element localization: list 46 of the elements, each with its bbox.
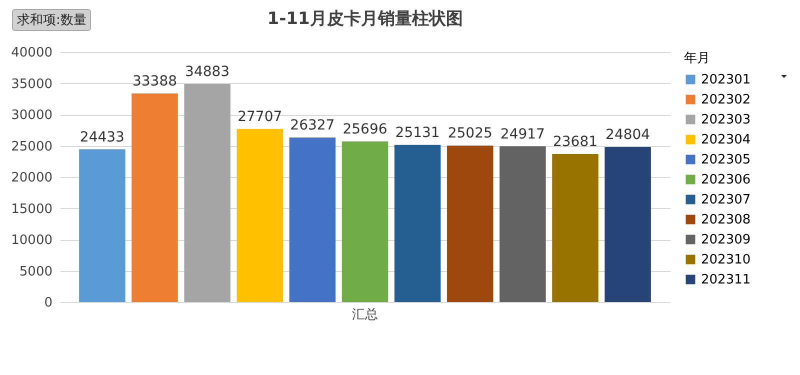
legend-label: 202303 [701, 112, 751, 128]
data-label: 25025 [448, 126, 492, 142]
legend-label: 202309 [701, 232, 751, 248]
bar [184, 84, 230, 302]
bar [236, 128, 284, 302]
legend-label: 202304 [701, 132, 751, 148]
legend-label: 202311 [701, 272, 751, 288]
data-label: 24804 [606, 126, 650, 143]
bar [289, 137, 336, 302]
legend-label: 202306 [701, 172, 751, 188]
legend-label: 202301 [701, 72, 751, 88]
y-tick-label: 10000 [11, 233, 52, 248]
data-label: 25131 [395, 124, 440, 141]
legend-title: 年月 [684, 51, 710, 66]
data-label: 23681 [552, 134, 598, 150]
data-label: 24917 [500, 126, 545, 142]
bar [132, 93, 178, 302]
data-label: 24433 [80, 129, 124, 146]
data-label: 33388 [132, 73, 178, 90]
legend-label: 202310 [701, 252, 751, 268]
data-label: 26327 [290, 117, 335, 134]
legend-label: 202305 [701, 152, 751, 168]
bar [342, 141, 388, 302]
bar [500, 146, 546, 302]
bar [604, 146, 651, 302]
y-tick-label: 5000 [19, 264, 52, 280]
data-label: 34883 [185, 64, 230, 80]
legend-label: 202302 [701, 92, 751, 108]
x-tick-label: 汇总 [352, 308, 378, 322]
bar [79, 149, 126, 302]
data-label: 25696 [342, 121, 388, 138]
y-tick-label: 25000 [11, 139, 52, 154]
y-tick-label: 40000 [11, 46, 52, 60]
legend-label: 202307 [701, 192, 751, 208]
bar [394, 144, 441, 302]
y-tick-label: 20000 [11, 170, 52, 186]
y-axis-title: 求和项:数量 [12, 9, 92, 31]
y-tick-label: 15000 [11, 202, 52, 217]
y-tick-label: 30000 [11, 108, 52, 123]
y-tick-label: 0 [44, 296, 52, 310]
chart-title: 1-11月皮卡月销量柱状图 [267, 9, 463, 29]
bar [552, 154, 598, 302]
bar [446, 146, 494, 302]
y-tick-label: 35000 [11, 76, 52, 92]
legend-label: 202308 [701, 212, 751, 228]
data-label: 27707 [238, 108, 282, 125]
